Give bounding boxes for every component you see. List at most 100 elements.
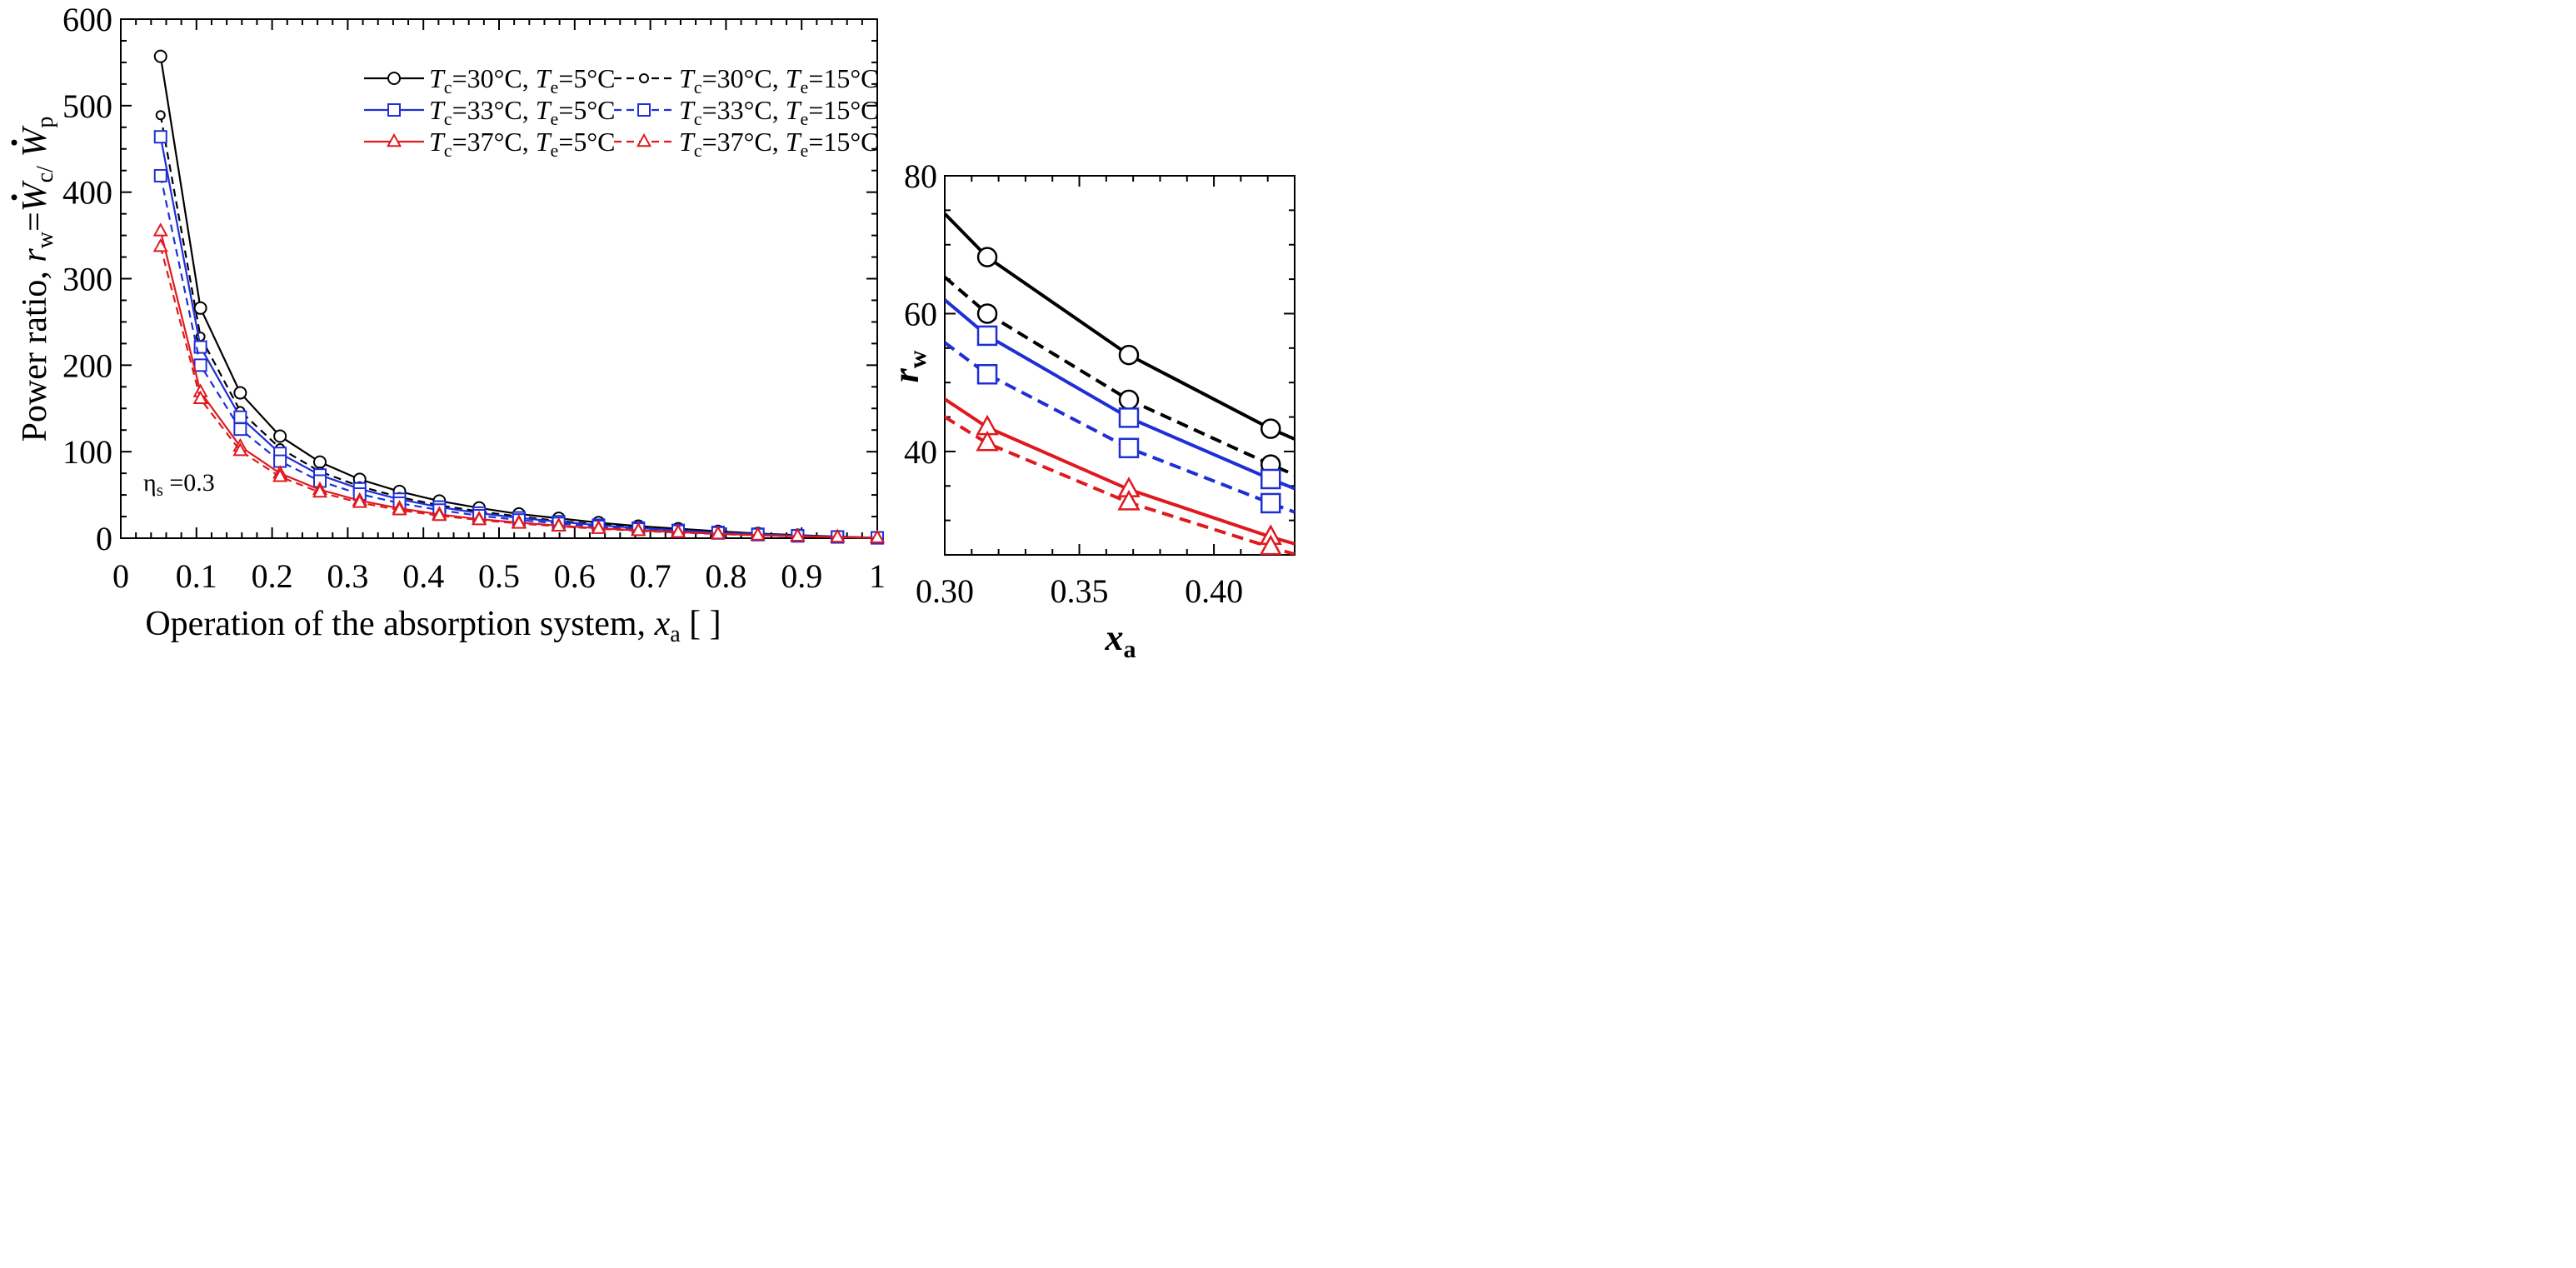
inset-x-tick-label: 0.40 bbox=[1185, 572, 1243, 610]
legend-tc: 33°C bbox=[467, 95, 522, 125]
legend-sub: e bbox=[801, 77, 809, 97]
legend-eq: = bbox=[808, 95, 823, 125]
x-tick-label: 0.4 bbox=[402, 557, 444, 595]
series-line bbox=[159, 137, 878, 539]
inset-y-sub: w bbox=[904, 350, 931, 368]
y-axis-w1-sub: c/ bbox=[32, 166, 58, 182]
x-axis-var: x bbox=[654, 605, 671, 643]
inset-x-tick-label: 0.35 bbox=[1051, 572, 1109, 610]
legend-eq: = bbox=[558, 127, 573, 157]
y-axis-w1: W bbox=[16, 179, 54, 212]
inset-data-point bbox=[1118, 407, 1140, 428]
inset-chart: 0.30 0.35 0.40 40 60 80 xa rw bbox=[886, 157, 1295, 663]
data-point bbox=[472, 512, 487, 526]
legend-sub: c bbox=[444, 140, 452, 161]
data-point bbox=[551, 517, 567, 532]
x-tick-label: 0.1 bbox=[176, 557, 217, 595]
data-point bbox=[192, 390, 208, 405]
legend-sep: , bbox=[772, 95, 786, 125]
inset-data-point bbox=[1117, 489, 1141, 511]
y-axis-var-sub: w bbox=[32, 231, 58, 248]
data-point bbox=[233, 386, 247, 400]
inset-series-0 bbox=[945, 212, 1295, 441]
legend-T: T bbox=[429, 127, 446, 157]
y-tick-label: 600 bbox=[62, 1, 112, 38]
inset-x-sub: a bbox=[1124, 636, 1136, 663]
data-point bbox=[233, 422, 247, 437]
series-3 bbox=[153, 168, 884, 545]
legend-item-0: Tc=30°C, Te=5°C bbox=[364, 63, 616, 97]
inset-data-point bbox=[976, 303, 998, 324]
x-axis-title: Operation of the absorption system, xa [… bbox=[145, 605, 721, 647]
data-point bbox=[790, 527, 806, 542]
legend-eq: = bbox=[808, 63, 823, 93]
x-axis-suffix: [ ] bbox=[681, 605, 721, 643]
data-point bbox=[710, 525, 726, 540]
data-point bbox=[312, 483, 328, 498]
inset-data bbox=[945, 212, 1295, 555]
legend-sub: c bbox=[444, 77, 452, 97]
data-point bbox=[869, 529, 886, 543]
inset-y-tick-label: 80 bbox=[904, 157, 937, 195]
data-point bbox=[153, 49, 167, 63]
legend-te: 15°C bbox=[823, 95, 878, 125]
legend-sep: , bbox=[522, 95, 536, 125]
legend-tc: 37°C bbox=[717, 127, 772, 157]
legend-tc: 30°C bbox=[717, 63, 772, 93]
inset-x-var: x bbox=[1105, 617, 1124, 658]
inset-x-tick-label: 0.30 bbox=[916, 572, 974, 610]
series-line bbox=[159, 115, 878, 539]
legend-item-3: Tc=33°C, Te=15°C bbox=[614, 95, 879, 129]
legend-T: T bbox=[536, 95, 552, 125]
data-point bbox=[193, 358, 207, 372]
data-point bbox=[750, 527, 766, 541]
legend-eq: = bbox=[558, 63, 573, 93]
legend-marker bbox=[637, 103, 651, 117]
legend-label: Tc=30°C, Te=15°C bbox=[679, 63, 879, 97]
inset-data-point bbox=[976, 247, 998, 267]
y-axis-title-text: Power ratio, bbox=[16, 262, 54, 442]
inset-y-axis-title: rw bbox=[886, 350, 931, 382]
inset-y-axis-title-group: rw bbox=[886, 350, 931, 382]
data-point bbox=[352, 494, 367, 508]
y-axis-var: r bbox=[16, 248, 54, 262]
series-2 bbox=[153, 130, 884, 545]
inset-data-point bbox=[1118, 344, 1140, 366]
legend-marker bbox=[636, 132, 652, 147]
y-tick-label: 200 bbox=[62, 347, 112, 384]
inset-series-5 bbox=[945, 415, 1295, 555]
legend-T: T bbox=[786, 95, 802, 125]
inset-series-3 bbox=[945, 341, 1295, 514]
y-axis-eq: = bbox=[16, 212, 54, 232]
x-tick-label: 0.5 bbox=[478, 557, 520, 595]
legend-sub: e bbox=[801, 140, 809, 161]
y-axis-space bbox=[16, 157, 54, 167]
legend-T: T bbox=[429, 63, 446, 93]
legend-eq: = bbox=[702, 63, 717, 93]
series-line bbox=[159, 231, 878, 539]
data-point bbox=[312, 455, 327, 469]
legend-sub: c bbox=[694, 140, 702, 161]
legend-tc: 33°C bbox=[717, 95, 772, 125]
x-axis-title-text: Operation of the absorption system, bbox=[145, 605, 654, 643]
y-tick-label: 0 bbox=[96, 520, 112, 557]
inset-data-point bbox=[976, 364, 998, 385]
inset-y-tick-label: 60 bbox=[904, 295, 937, 332]
legend-eq: = bbox=[452, 95, 467, 125]
main-chart: 0 0.1 0.2 0.3 0.4 0.5 0.6 0.7 0.8 0.9 1 0 100 200 300 4… bbox=[11, 1, 886, 647]
legend-te: 5°C bbox=[573, 127, 615, 157]
x-tick-label: 0.9 bbox=[781, 557, 822, 595]
y-tick-label: 300 bbox=[62, 261, 112, 298]
y-axis-title: Power ratio, rw=Wc/ Wp bbox=[16, 117, 58, 442]
inset-data-point bbox=[1118, 389, 1140, 411]
inset-data-point bbox=[1260, 468, 1281, 490]
data-point bbox=[193, 301, 207, 315]
legend-T: T bbox=[536, 127, 552, 157]
inset-series-2 bbox=[945, 298, 1295, 491]
inset-y-tick-label: 40 bbox=[904, 433, 937, 471]
data-point bbox=[670, 524, 686, 538]
data-point bbox=[272, 468, 288, 482]
legend-sep: , bbox=[772, 63, 786, 93]
inset-y-var: r bbox=[886, 367, 926, 382]
